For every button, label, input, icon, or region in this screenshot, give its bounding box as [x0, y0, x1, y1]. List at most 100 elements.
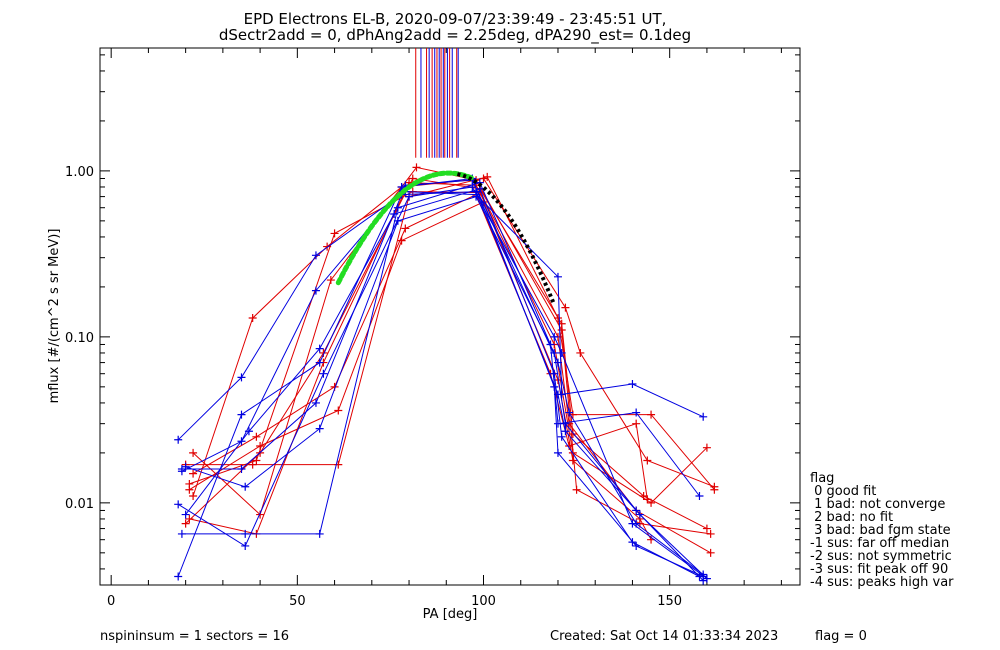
series-line: [192, 166, 711, 535]
data-point-marker: [315, 358, 324, 367]
x-tick-label: 0: [107, 594, 115, 609]
data-point-marker: [706, 529, 715, 538]
data-point-marker: [237, 410, 246, 419]
data-point-marker: [695, 491, 704, 500]
data-point-marker: [483, 172, 492, 181]
data-series: [174, 163, 719, 585]
data-point-marker: [632, 419, 641, 428]
data-point-marker: [472, 192, 481, 201]
y-tick-label: 1.00: [65, 165, 94, 180]
fit-curves: [335, 170, 557, 306]
data-point-marker: [568, 429, 577, 438]
data-point-marker: [647, 410, 656, 419]
series-red: [185, 197, 656, 544]
x-tick-label: 100: [471, 594, 496, 609]
legend-item: 3 bad: bad fgm state: [810, 523, 951, 538]
legend-title: flag: [810, 471, 834, 486]
data-point-marker: [702, 574, 711, 583]
series-blue: [177, 178, 704, 538]
data-point-marker: [568, 456, 577, 465]
vertical-marker-lines: [415, 48, 459, 158]
y-tick-label: 0.10: [65, 331, 94, 346]
data-point-marker: [311, 251, 320, 260]
data-point-marker: [572, 485, 581, 494]
legend-item: 1 bad: not converge: [810, 497, 945, 512]
data-point-marker: [189, 491, 198, 500]
data-point-marker: [237, 437, 246, 446]
data-point-marker: [177, 529, 186, 538]
series-blue: [174, 187, 708, 444]
data-point-marker: [635, 510, 644, 519]
data-point-marker: [319, 369, 328, 378]
data-point-marker: [174, 572, 183, 581]
data-point-marker: [181, 462, 190, 471]
x-tick-label: 50: [289, 594, 306, 609]
data-point-marker: [576, 348, 585, 357]
data-point-marker: [401, 224, 410, 233]
data-point-marker: [393, 203, 402, 212]
data-point-marker: [256, 510, 265, 519]
data-point-marker: [706, 548, 715, 557]
data-point-marker: [241, 529, 250, 538]
data-point-marker: [553, 313, 562, 322]
data-point-marker: [632, 408, 641, 417]
data-point-marker: [248, 313, 257, 322]
series-red: [185, 187, 711, 507]
data-point-marker: [174, 435, 183, 444]
data-point-marker: [311, 398, 320, 407]
data-point-marker: [565, 408, 574, 417]
x-tick-label: 150: [657, 594, 682, 609]
series-line: [189, 191, 708, 504]
series-line: [177, 177, 704, 577]
data-point-marker: [330, 229, 339, 238]
legend-item: 0 good fit: [810, 484, 876, 499]
data-point-marker: [628, 538, 637, 547]
data-point-marker: [334, 406, 343, 415]
data-point-marker: [241, 482, 250, 491]
data-point-marker: [241, 541, 250, 550]
series-red: [189, 174, 719, 500]
series-red: [181, 174, 711, 533]
data-point-marker: [315, 344, 324, 353]
chart-title: EPD Electrons EL-B, 2020-09-07/23:39:49 …: [244, 10, 667, 28]
data-point-marker: [699, 412, 708, 421]
data-point-marker: [256, 442, 265, 451]
data-point-marker: [550, 369, 559, 378]
data-point-marker: [557, 326, 566, 335]
data-point-marker: [643, 456, 652, 465]
data-point-marker: [632, 519, 641, 528]
data-point-marker: [561, 303, 570, 312]
data-point-marker: [252, 432, 261, 441]
series-line: [177, 191, 704, 441]
series-blue: [177, 187, 708, 585]
legend: flag 0 good fit 1 bad: not converge 2 ba…: [810, 471, 954, 590]
data-point-marker: [326, 276, 335, 285]
legend-item: -3 sus: fit peak off 90: [810, 562, 948, 577]
data-point-marker: [397, 236, 406, 245]
data-point-marker: [185, 485, 194, 494]
data-point-marker: [702, 443, 711, 452]
data-point-marker: [248, 460, 257, 469]
legend-item: -1 sus: far off median: [810, 536, 949, 551]
data-point-marker: [553, 448, 562, 457]
series-line: [192, 177, 715, 497]
series-blue: [181, 192, 711, 583]
data-point-marker: [702, 524, 711, 533]
data-point-marker: [695, 572, 704, 581]
x-axis: 0 50 100 150: [107, 48, 782, 609]
legend-item: -4 sus: peaks high var: [810, 575, 954, 590]
data-point-marker: [174, 500, 183, 509]
chart-subtitle: dSectr2add = 0, dPhAng2add = 2.25deg, dP…: [219, 26, 691, 45]
data-point-marker: [412, 163, 421, 172]
series-line: [185, 177, 708, 530]
data-point-marker: [334, 460, 343, 469]
data-point-marker: [252, 456, 261, 465]
series-line: [181, 181, 700, 535]
footer-spin-info: nspininsum = 1 sectors = 16: [100, 629, 289, 644]
series-line: [181, 191, 704, 581]
data-point-marker: [557, 432, 566, 441]
y-axis: 0.01 0.10 1.00: [65, 54, 800, 570]
legend-item: 2 bad: no fit: [810, 510, 893, 525]
fit-curve-green: [335, 170, 475, 286]
